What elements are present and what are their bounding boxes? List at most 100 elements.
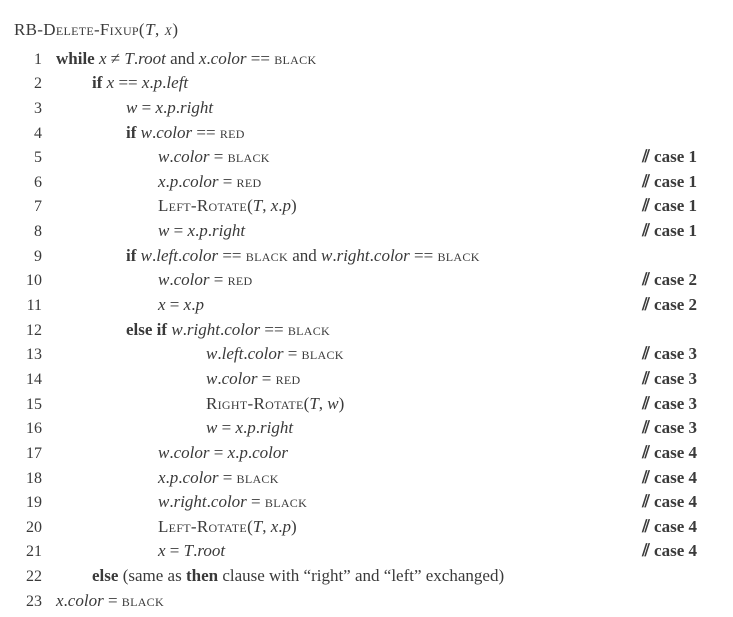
line-number: 18 — [14, 467, 42, 490]
procedure-name: RB-Delete-Fixup — [14, 20, 139, 39]
line-code: else (same as then clause with “right” a… — [56, 564, 504, 589]
line-content: if x == x.p.left — [56, 71, 719, 96]
line-content: if w.left.color == black and w.right.col… — [56, 244, 719, 269]
line-content: w.right.color = black⫽ case 4 — [56, 490, 719, 515]
line-content: Right-Rotate(T, w) ⫽ case 3 — [56, 392, 719, 417]
line-number: 12 — [14, 319, 42, 342]
line-content: w.color = red⫽ case 3 — [56, 367, 719, 392]
line-number: 7 — [14, 195, 42, 218]
line-number: 3 — [14, 97, 42, 120]
line-number: 16 — [14, 417, 42, 440]
args-comma: , — [155, 20, 165, 39]
line-content: w.color = x.p.color ⫽ case 4 — [56, 441, 719, 466]
line-content: w.color = red ⫽ case 2 — [56, 268, 719, 293]
line-code: w.color = red — [56, 268, 252, 293]
line-code: x.p.color = red — [56, 170, 261, 195]
code-line: 20 Left-Rotate(T, x.p) ⫽ case 4 — [14, 515, 719, 540]
line-code: w.left.color = black — [56, 342, 344, 367]
line-code: x.p.color = black — [56, 466, 279, 491]
line-content: Left-Rotate(T, x.p) ⫽ case 1 — [56, 194, 719, 219]
code-line: 11 x = x.p ⫽ case 2 — [14, 293, 719, 318]
line-content: w.color = black ⫽ case 1 — [56, 145, 719, 170]
line-comment: ⫽ case 4 — [642, 539, 719, 564]
code-line: 14 w.color = red⫽ case 3 — [14, 367, 719, 392]
line-content: Left-Rotate(T, x.p) ⫽ case 4 — [56, 515, 719, 540]
line-number: 5 — [14, 146, 42, 169]
line-number: 20 — [14, 516, 42, 539]
line-number: 15 — [14, 393, 42, 416]
line-code: x.color = black — [56, 589, 164, 614]
line-content: x.p.color = black ⫽ case 4 — [56, 466, 719, 491]
line-content: w.left.color = black ⫽ case 3 — [56, 342, 719, 367]
line-code: w = x.p.right — [56, 96, 213, 121]
line-comment: ⫽ case 1 — [642, 219, 719, 244]
code-line: 23x.color = black — [14, 589, 719, 614]
code-line: 7 Left-Rotate(T, x.p) ⫽ case 1 — [14, 194, 719, 219]
line-comment: ⫽ case 4 — [642, 441, 719, 466]
line-code: w.color = x.p.color — [56, 441, 288, 466]
line-number: 17 — [14, 442, 42, 465]
line-code: w.right.color = black — [56, 490, 307, 515]
line-code: if x == x.p.left — [56, 71, 188, 96]
line-content: w = x.p.right — [56, 96, 719, 121]
code-line: 3 w = x.p.right — [14, 96, 719, 121]
line-content: x = T.root ⫽ case 4 — [56, 539, 719, 564]
line-number: 10 — [14, 269, 42, 292]
line-code: while x ≠ T.root and x.color == black — [56, 47, 316, 72]
code-line: 17 w.color = x.p.color ⫽ case 4 — [14, 441, 719, 466]
line-content: else if w.right.color == black — [56, 318, 719, 343]
line-content: x.color = black — [56, 589, 719, 614]
line-number: 9 — [14, 245, 42, 268]
line-number: 1 — [14, 48, 42, 71]
code-line: 1 while x ≠ T.root and x.color == black — [14, 47, 719, 72]
code-line: 13 w.left.color = black ⫽ case 3 — [14, 342, 719, 367]
line-comment: ⫽ case 1 — [642, 145, 719, 170]
procedure-title: RB-Delete-Fixup(T, x) — [14, 18, 719, 43]
line-content: while x ≠ T.root and x.color == black — [56, 47, 719, 72]
code-line: 15 Right-Rotate(T, w) ⫽ case 3 — [14, 392, 719, 417]
line-code: if w.left.color == black and w.right.col… — [56, 244, 480, 269]
args-close: ) — [172, 20, 178, 39]
line-number: 2 — [14, 72, 42, 95]
line-number: 22 — [14, 565, 42, 588]
line-content: else (same as then clause with “right” a… — [56, 564, 719, 589]
line-content: if w.color == red — [56, 121, 719, 146]
line-content: x = x.p ⫽ case 2 — [56, 293, 719, 318]
line-comment: ⫽ case 4 — [642, 515, 719, 540]
line-number: 8 — [14, 220, 42, 243]
line-comment: ⫽ case 4 — [642, 466, 719, 491]
code-line: 4if w.color == red — [14, 121, 719, 146]
line-code: if w.color == red — [56, 121, 245, 146]
line-comment: ⫽ case 1 — [642, 194, 719, 219]
line-comment: ⫽ case 3 — [642, 342, 719, 367]
line-code: w = x.p.right — [56, 219, 245, 244]
line-comment: ⫽ case 2 — [642, 293, 719, 318]
line-comment: ⫽ case 1 — [642, 170, 719, 195]
line-code: x = x.p — [56, 293, 204, 318]
line-code: Right-Rotate(T, w) — [56, 392, 344, 417]
line-number: 14 — [14, 368, 42, 391]
line-code: w = x.p.right — [56, 416, 293, 441]
line-number: 13 — [14, 343, 42, 366]
line-number: 11 — [14, 294, 42, 317]
pseudocode-block: 1while x ≠ T.root and x.color == black2i… — [14, 47, 719, 614]
code-line: 21 x = T.root ⫽ case 4 — [14, 539, 719, 564]
line-number: 6 — [14, 171, 42, 194]
line-code: Left-Rotate(T, x.p) — [56, 515, 297, 540]
line-comment: ⫽ case 2 — [642, 268, 719, 293]
line-code: Left-Rotate(T, x.p) — [56, 194, 297, 219]
code-line: 22 else (same as then clause with “right”… — [14, 564, 719, 589]
line-comment: ⫽ case 3 — [642, 416, 719, 441]
code-line: 9 if w.left.color == black and w.right.co… — [14, 244, 719, 269]
code-line: 16 w = x.p.right ⫽ case 3 — [14, 416, 719, 441]
code-line: 12 else if w.right.color == black — [14, 318, 719, 343]
code-line: 8 w = x.p.right ⫽ case 1 — [14, 219, 719, 244]
code-line: 19 w.right.color = black⫽ case 4 — [14, 490, 719, 515]
line-number: 21 — [14, 540, 42, 563]
arg-T: T — [145, 20, 155, 39]
line-number: 19 — [14, 491, 42, 514]
line-code: w.color = red — [56, 367, 300, 392]
line-code: x = T.root — [56, 539, 225, 564]
line-code: w.color = black — [56, 145, 270, 170]
line-comment: ⫽ case 3 — [642, 392, 719, 417]
